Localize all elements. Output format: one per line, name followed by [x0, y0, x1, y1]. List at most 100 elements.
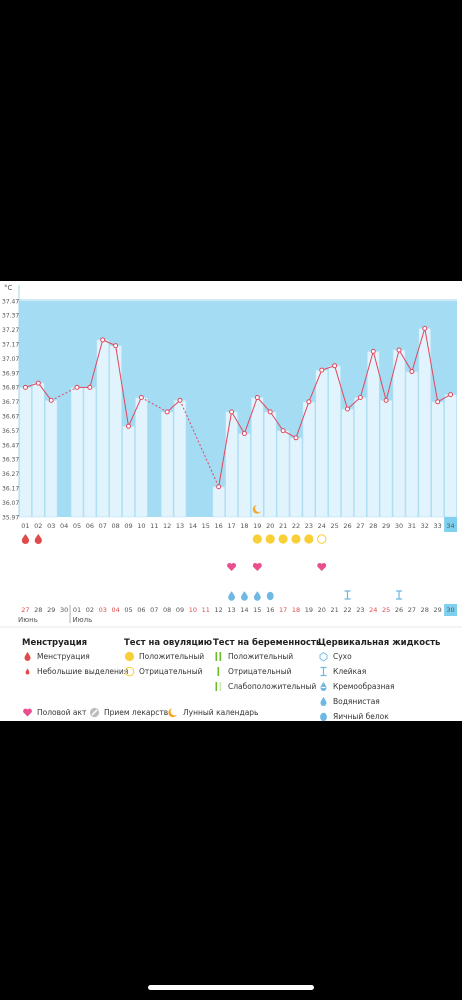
cycle-day-label: 16 — [215, 522, 223, 530]
temperature-point — [422, 325, 428, 331]
date-label: 04 — [111, 606, 119, 614]
legend-cervical-watery-label: Водянистая — [333, 697, 380, 706]
date-label: 23 — [356, 606, 364, 614]
temperature-gap-line — [141, 397, 168, 413]
temperature-point — [241, 430, 247, 436]
cycle-day-label: 25 — [330, 522, 338, 530]
legend-spotting-label: Небольшие выделения — [37, 667, 129, 676]
temperature-bar — [276, 430, 290, 518]
temperature-point — [332, 363, 338, 369]
temperature-bar — [263, 411, 277, 518]
temperature-line — [411, 328, 426, 372]
y-tick-label: 37.07 — [2, 356, 19, 363]
cycle-day-label: 12 — [163, 522, 171, 530]
y-tick-label: 37.37 — [2, 313, 19, 320]
heart-icon — [317, 563, 327, 571]
temperature-point — [74, 384, 80, 390]
cycle-day-label: 01 — [21, 522, 29, 530]
temperature-point — [306, 399, 312, 405]
temperature-point — [216, 484, 222, 490]
yellow-circle-icon — [124, 651, 135, 662]
moon-icon — [252, 505, 261, 514]
temperature-line — [372, 351, 387, 401]
temperature-line — [243, 397, 258, 434]
cycle-day-label: 17 — [227, 522, 235, 530]
temperature-bar — [444, 394, 457, 518]
date-label: 12 — [215, 606, 223, 614]
y-tick-label: 36.07 — [2, 500, 19, 507]
temperature-point — [164, 409, 170, 415]
y-tick-label: 36.57 — [2, 428, 19, 435]
cycle-day-label: 02 — [34, 522, 42, 530]
temperature-bar — [431, 401, 444, 518]
cycle-day-label: 06 — [86, 522, 94, 530]
temperature-bar — [418, 328, 432, 518]
pill-icon — [89, 707, 100, 718]
temperature-bar — [83, 387, 97, 518]
sticky-icon — [318, 666, 329, 677]
temperature-line — [231, 411, 245, 434]
temperature-point — [22, 384, 28, 390]
temperature-point — [345, 406, 350, 412]
date-label: 13 — [227, 606, 235, 614]
legend-pregnancy-positive-item: Положительный — [213, 651, 293, 662]
date-label: 14 — [240, 606, 248, 614]
date-label: 08 — [163, 606, 171, 614]
date-label: 07 — [150, 606, 158, 614]
date-label: 28 — [34, 606, 42, 614]
temperature-bar — [251, 397, 264, 518]
cycle-day-label: 13 — [176, 522, 184, 530]
cycle-day-label: 34 — [446, 522, 454, 530]
temperature-point — [126, 423, 131, 429]
legend-menstruation-title: Менструация — [22, 638, 88, 648]
temperature-point — [254, 394, 260, 400]
temperature-line — [359, 351, 374, 398]
legend-cervical-title: Цервикальная жидкость — [318, 638, 441, 648]
legend-intercourse-item: Половой акт — [22, 707, 86, 718]
cycle-day-label: 29 — [382, 522, 390, 530]
temperature-line — [334, 365, 348, 410]
temperature-point — [357, 394, 363, 400]
menstruation-icon — [34, 534, 42, 544]
date-label: 15 — [253, 606, 261, 614]
legend-ovulation-title: Тест на овуляцию — [124, 638, 213, 648]
cycle-day-label: 10 — [137, 522, 145, 530]
legend-medication-label: Прием лекарств — [104, 708, 169, 717]
temperature-point — [370, 348, 376, 354]
date-label: 19 — [305, 606, 313, 614]
month-label: Июль — [73, 616, 93, 624]
single-line-icon — [213, 666, 224, 677]
temperature-bar — [367, 351, 380, 518]
temperature-bar — [354, 397, 367, 518]
temperature-bar — [315, 369, 328, 518]
temperature-point — [396, 347, 402, 353]
temperature-line — [308, 369, 323, 402]
watery-drop-icon — [228, 591, 235, 601]
temperature-line — [218, 411, 233, 487]
legend-pregnancy-negative-label: Отрицательный — [228, 667, 292, 676]
legend-cervical-dry-label: Сухо — [333, 652, 352, 661]
heart-icon — [227, 563, 237, 571]
y-tick-label: 36.17 — [2, 486, 19, 493]
temperature-point — [280, 428, 286, 434]
legend-ovulation-positive-item: Положительный — [124, 651, 204, 662]
date-label: 29 — [434, 606, 442, 614]
temperature-point — [448, 392, 454, 398]
cycle-day-label: 31 — [408, 522, 416, 530]
y-tick-label: 36.87 — [2, 385, 19, 392]
legend-ovulation-negative-item: Отрицательный — [124, 666, 203, 677]
faint-line-icon — [213, 681, 224, 692]
temperature-line — [256, 397, 271, 413]
cycle-day-label: 26 — [343, 522, 351, 530]
y-tick-label: 36.77 — [2, 399, 19, 406]
cycle-day-label: 04 — [60, 522, 68, 530]
watery-drop-icon — [253, 591, 261, 601]
date-label: 18 — [292, 606, 300, 614]
temperature-line — [269, 411, 284, 431]
ovulation-positive-icon — [291, 534, 301, 544]
date-label: 17 — [279, 606, 287, 614]
date-label: 24 — [369, 606, 377, 614]
unit-label: °C — [4, 284, 13, 292]
ovulation-positive-icon — [304, 534, 314, 544]
temperature-line — [398, 349, 413, 372]
